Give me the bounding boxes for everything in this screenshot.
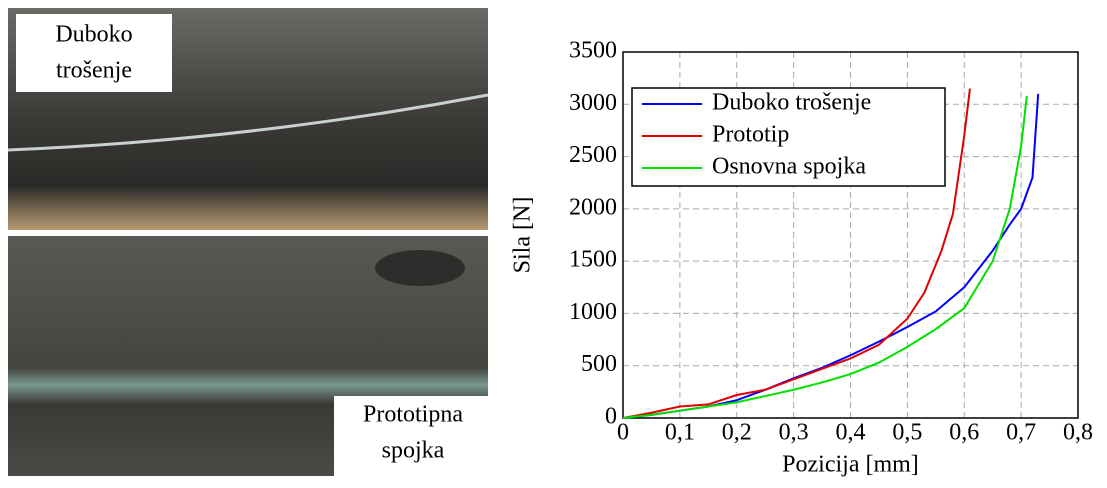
plot-frame [622, 51, 1079, 419]
y-tick-label: 2500 [569, 142, 617, 168]
legend-label: Duboko trošenje [712, 90, 871, 116]
y-tick-label: 500 [581, 351, 617, 377]
x-tick-label: 0,7 [1006, 420, 1036, 446]
x-tick-label: 0,5 [892, 420, 922, 446]
y-tick-label: 1000 [569, 299, 617, 325]
x-tick-label: 0 [617, 420, 629, 446]
photo-label-box [16, 14, 172, 92]
x-tick-label: 0,6 [949, 420, 979, 446]
legend-label: Osnovna spojka [712, 154, 866, 180]
photo-label: trošenje [56, 58, 132, 84]
photo-hole [375, 250, 465, 286]
legend-label: Prototip [712, 122, 789, 148]
line [622, 88, 971, 419]
line [622, 95, 1028, 419]
y-axis-label: Sila [N] [510, 197, 536, 274]
y-tick-label: 1500 [569, 247, 617, 273]
photo-edge [7, 93, 489, 152]
photo-label: spojka [382, 438, 445, 464]
chart: 0 500 1000 1500 2000 2500 3000 3500 0 0,1 0,2 0,3 0,… [510, 38, 1094, 478]
y-tick-label: 2000 [569, 194, 617, 220]
x-tick-label: 0,8 [1063, 420, 1093, 446]
x-tick-label: 0,4 [836, 420, 866, 446]
photo-label-box [334, 396, 492, 476]
x-tick-label: 0,2 [722, 420, 752, 446]
x-axis-label: Pozicija [mm] [782, 452, 919, 478]
y-tick-label: 0 [605, 404, 617, 430]
y-tick-label: 3500 [569, 38, 617, 64]
photo-label: Prototipna [363, 402, 463, 428]
photo-label: Duboko [55, 22, 132, 48]
x-tick-label: 0,1 [665, 420, 695, 446]
y-tick-label: 3000 [569, 90, 617, 116]
x-tick-label: 0,3 [779, 420, 809, 446]
